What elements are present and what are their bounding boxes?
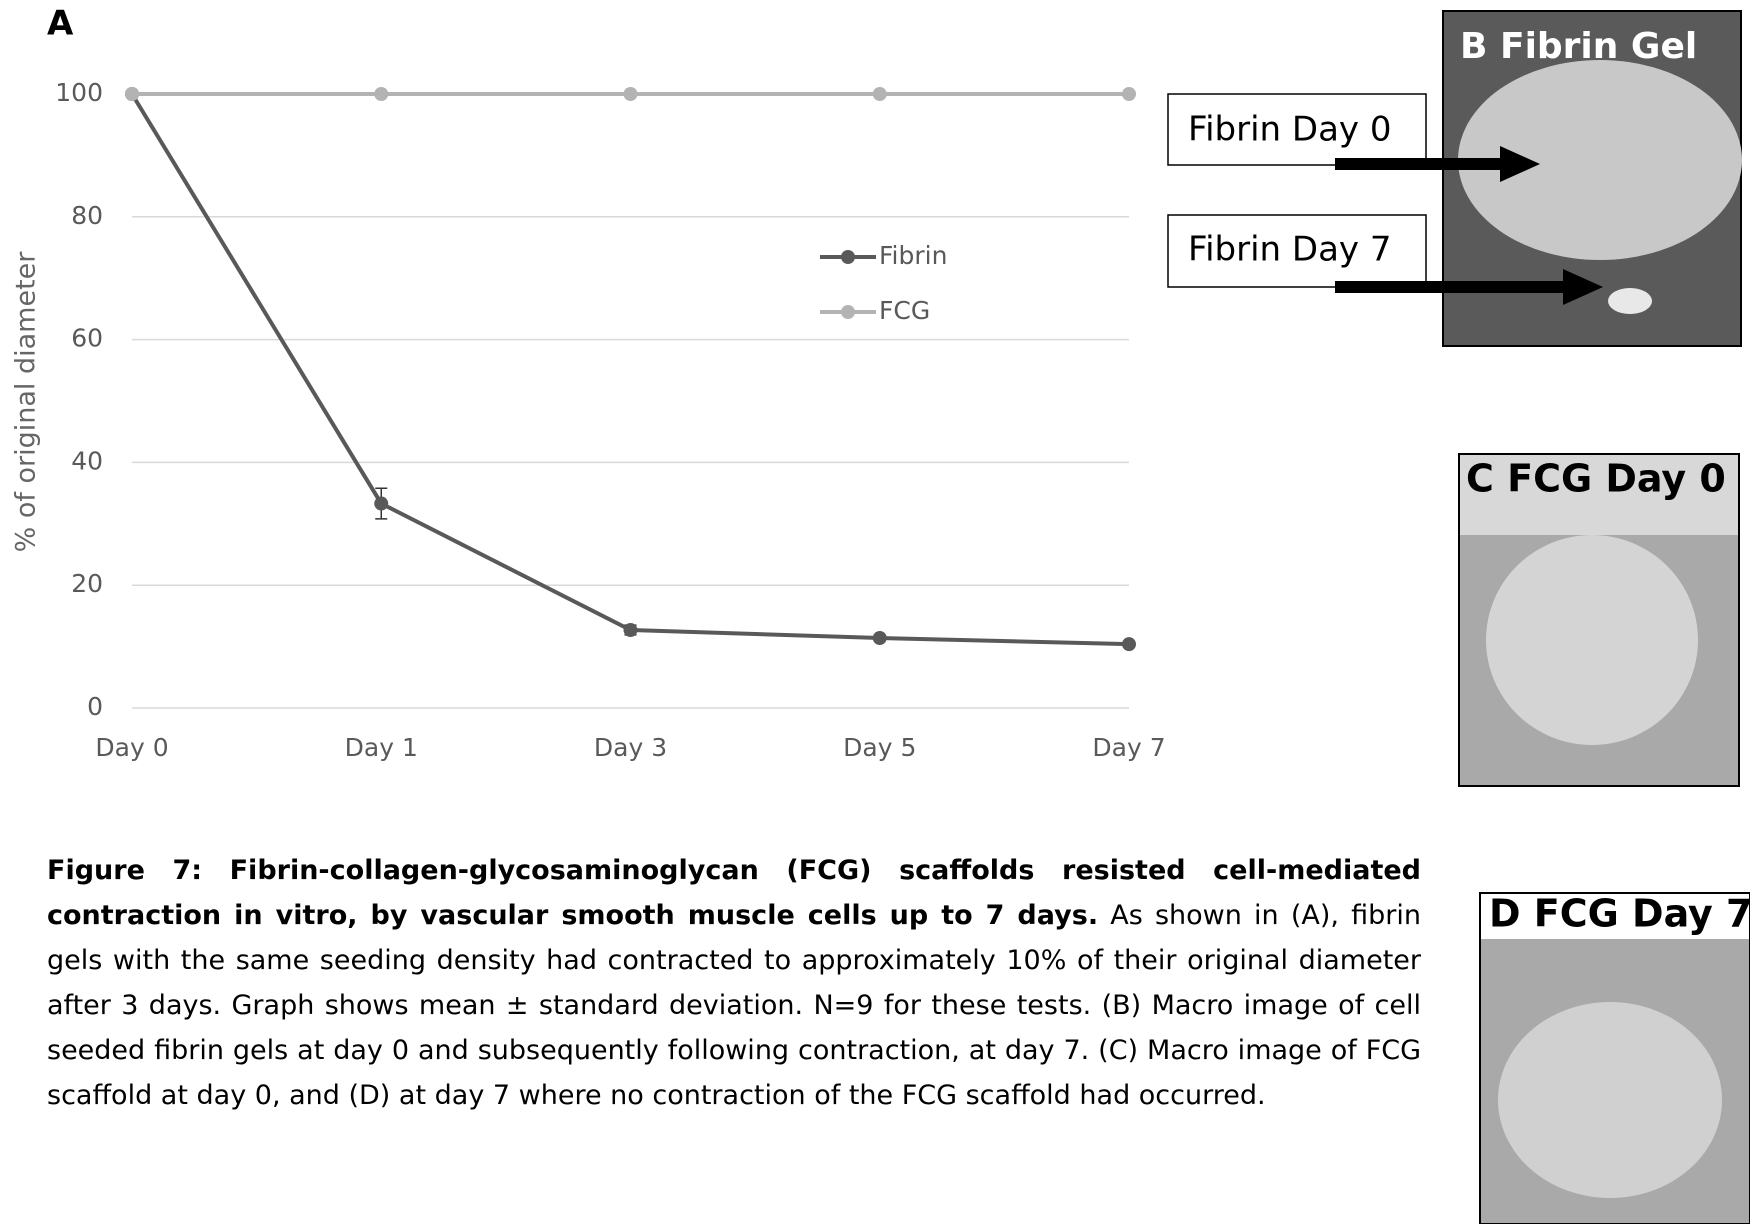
caption-text: As shown in (A), fibrin gels with the sa… (47, 900, 1421, 1111)
caption-bold: Figure 7: Fibrin-collagen-glycosaminogly… (47, 855, 1421, 931)
point (1122, 87, 1136, 101)
point (623, 87, 638, 101)
x-tick-label: Day 1 (345, 733, 418, 762)
point (872, 631, 887, 646)
x-tick-label: Day 0 (95, 733, 168, 762)
point (1122, 637, 1136, 652)
point (125, 87, 139, 101)
annotation-box (1167, 214, 1427, 288)
y-tick-label: 60 (71, 324, 103, 353)
panel-label: C FCG Day 0 (1466, 457, 1726, 501)
legend-marker (841, 250, 855, 264)
annotation-box (1167, 93, 1427, 166)
legend-marker (841, 305, 855, 319)
panel-label: A (47, 4, 74, 44)
y-tick-label: 80 (71, 201, 103, 230)
point (623, 623, 638, 638)
x-tick-label: Day 3 (594, 733, 667, 762)
point (374, 87, 389, 101)
gel (1608, 288, 1652, 314)
gel (1458, 60, 1742, 260)
panel-label: D FCG Day 7 (1489, 892, 1750, 936)
x-tick-label: Day 7 (1092, 733, 1165, 762)
series-line (130, 92, 1130, 647)
gel (1498, 1002, 1722, 1198)
x-tick-label: Day 5 (843, 733, 916, 762)
legend-label: Fibrin (879, 241, 947, 270)
y-tick-label: 0 (87, 692, 103, 721)
annotation: Fibrin Day 0 (1188, 110, 1391, 150)
panel-label: B Fibrin Gel (1460, 26, 1697, 67)
arrow-head (1563, 269, 1603, 305)
legend-label: FCG (879, 296, 930, 325)
y-axis-label: % of original diameter (11, 251, 42, 553)
photo-bg (1460, 455, 1738, 535)
point (374, 496, 389, 511)
photo-bg (1481, 894, 1749, 939)
caption: Figure 7: Fibrin-collagen-glycosaminogly… (47, 848, 1421, 1118)
y-tick-label: 100 (55, 78, 103, 107)
annotation: Fibrin Day 7 (1188, 230, 1391, 270)
gel (1486, 535, 1698, 745)
arrow-head (1500, 146, 1540, 182)
y-tick-label: 40 (71, 446, 103, 475)
y-tick-label: 20 (71, 569, 103, 598)
point (872, 87, 887, 101)
